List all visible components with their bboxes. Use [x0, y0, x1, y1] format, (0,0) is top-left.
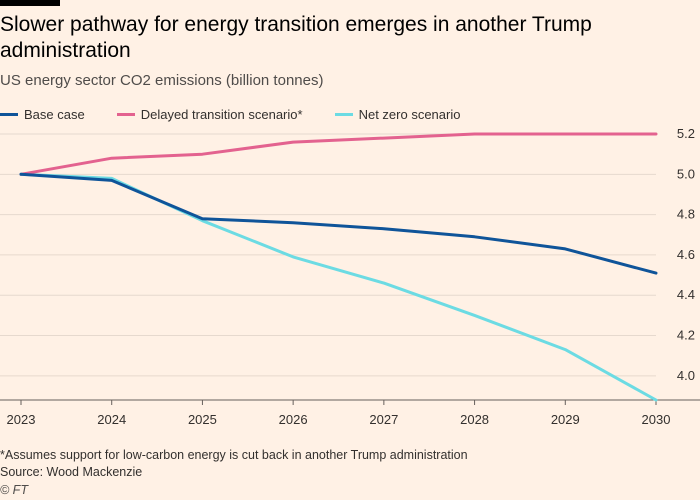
ft-credit: © FT	[0, 483, 28, 497]
y-tick-label: 4.4	[677, 287, 695, 302]
y-tick-label: 5.2	[677, 126, 695, 141]
legend-item-net-zero: Net zero scenario	[334, 106, 461, 122]
x-tick-label: 2028	[460, 412, 489, 427]
y-tick-label: 5.0	[677, 166, 695, 181]
source-note: Source: Wood Mackenzie	[0, 465, 143, 479]
legend-item-delayed-transition: Delayed transition scenario*	[116, 106, 303, 122]
legend-item-base-case: Base case	[0, 107, 85, 122]
legend-label: Net zero scenario	[358, 106, 461, 122]
legend-swatch	[0, 112, 18, 116]
x-tick-label: 2030	[642, 412, 671, 427]
series-line-net-zero-scenario	[19, 172, 658, 402]
y-tick-label: 4.6	[677, 247, 695, 262]
chart-legend: Base case Delayed transition scenario* N…	[0, 104, 492, 124]
legend-label: Base case	[24, 106, 85, 122]
footnote: *Assumes support for low-carbon energy i…	[0, 448, 468, 462]
chart-subtitle: US energy sector CO2 emissions (billion …	[0, 72, 324, 89]
x-tick-label: 2029	[551, 412, 580, 427]
x-tick-label: 2025	[188, 412, 217, 427]
legend-swatch	[334, 112, 353, 116]
brand-bar	[0, 0, 60, 6]
y-tick-label: 4.2	[677, 328, 695, 343]
series-line-delayed-transition-scenario	[19, 132, 658, 176]
x-tick-label: 2027	[369, 412, 398, 427]
x-tick-label: 2026	[279, 412, 308, 427]
y-tick-label: 4.0	[677, 368, 695, 383]
x-tick-label: 2024	[97, 412, 126, 427]
line-chart: 4.0 4.2 4.4 4.6 4.8 5.0 5.2 2023 2024 2025 2026 202…	[0, 126, 700, 427]
legend-swatch	[116, 112, 135, 116]
series-line-base-case	[19, 172, 658, 275]
x-tick-label: 2023	[7, 412, 36, 427]
y-tick-label: 4.8	[677, 207, 695, 222]
legend-label: Delayed transition scenario*	[140, 106, 303, 122]
chart-title: Slower pathway for energy transition eme…	[0, 13, 592, 62]
